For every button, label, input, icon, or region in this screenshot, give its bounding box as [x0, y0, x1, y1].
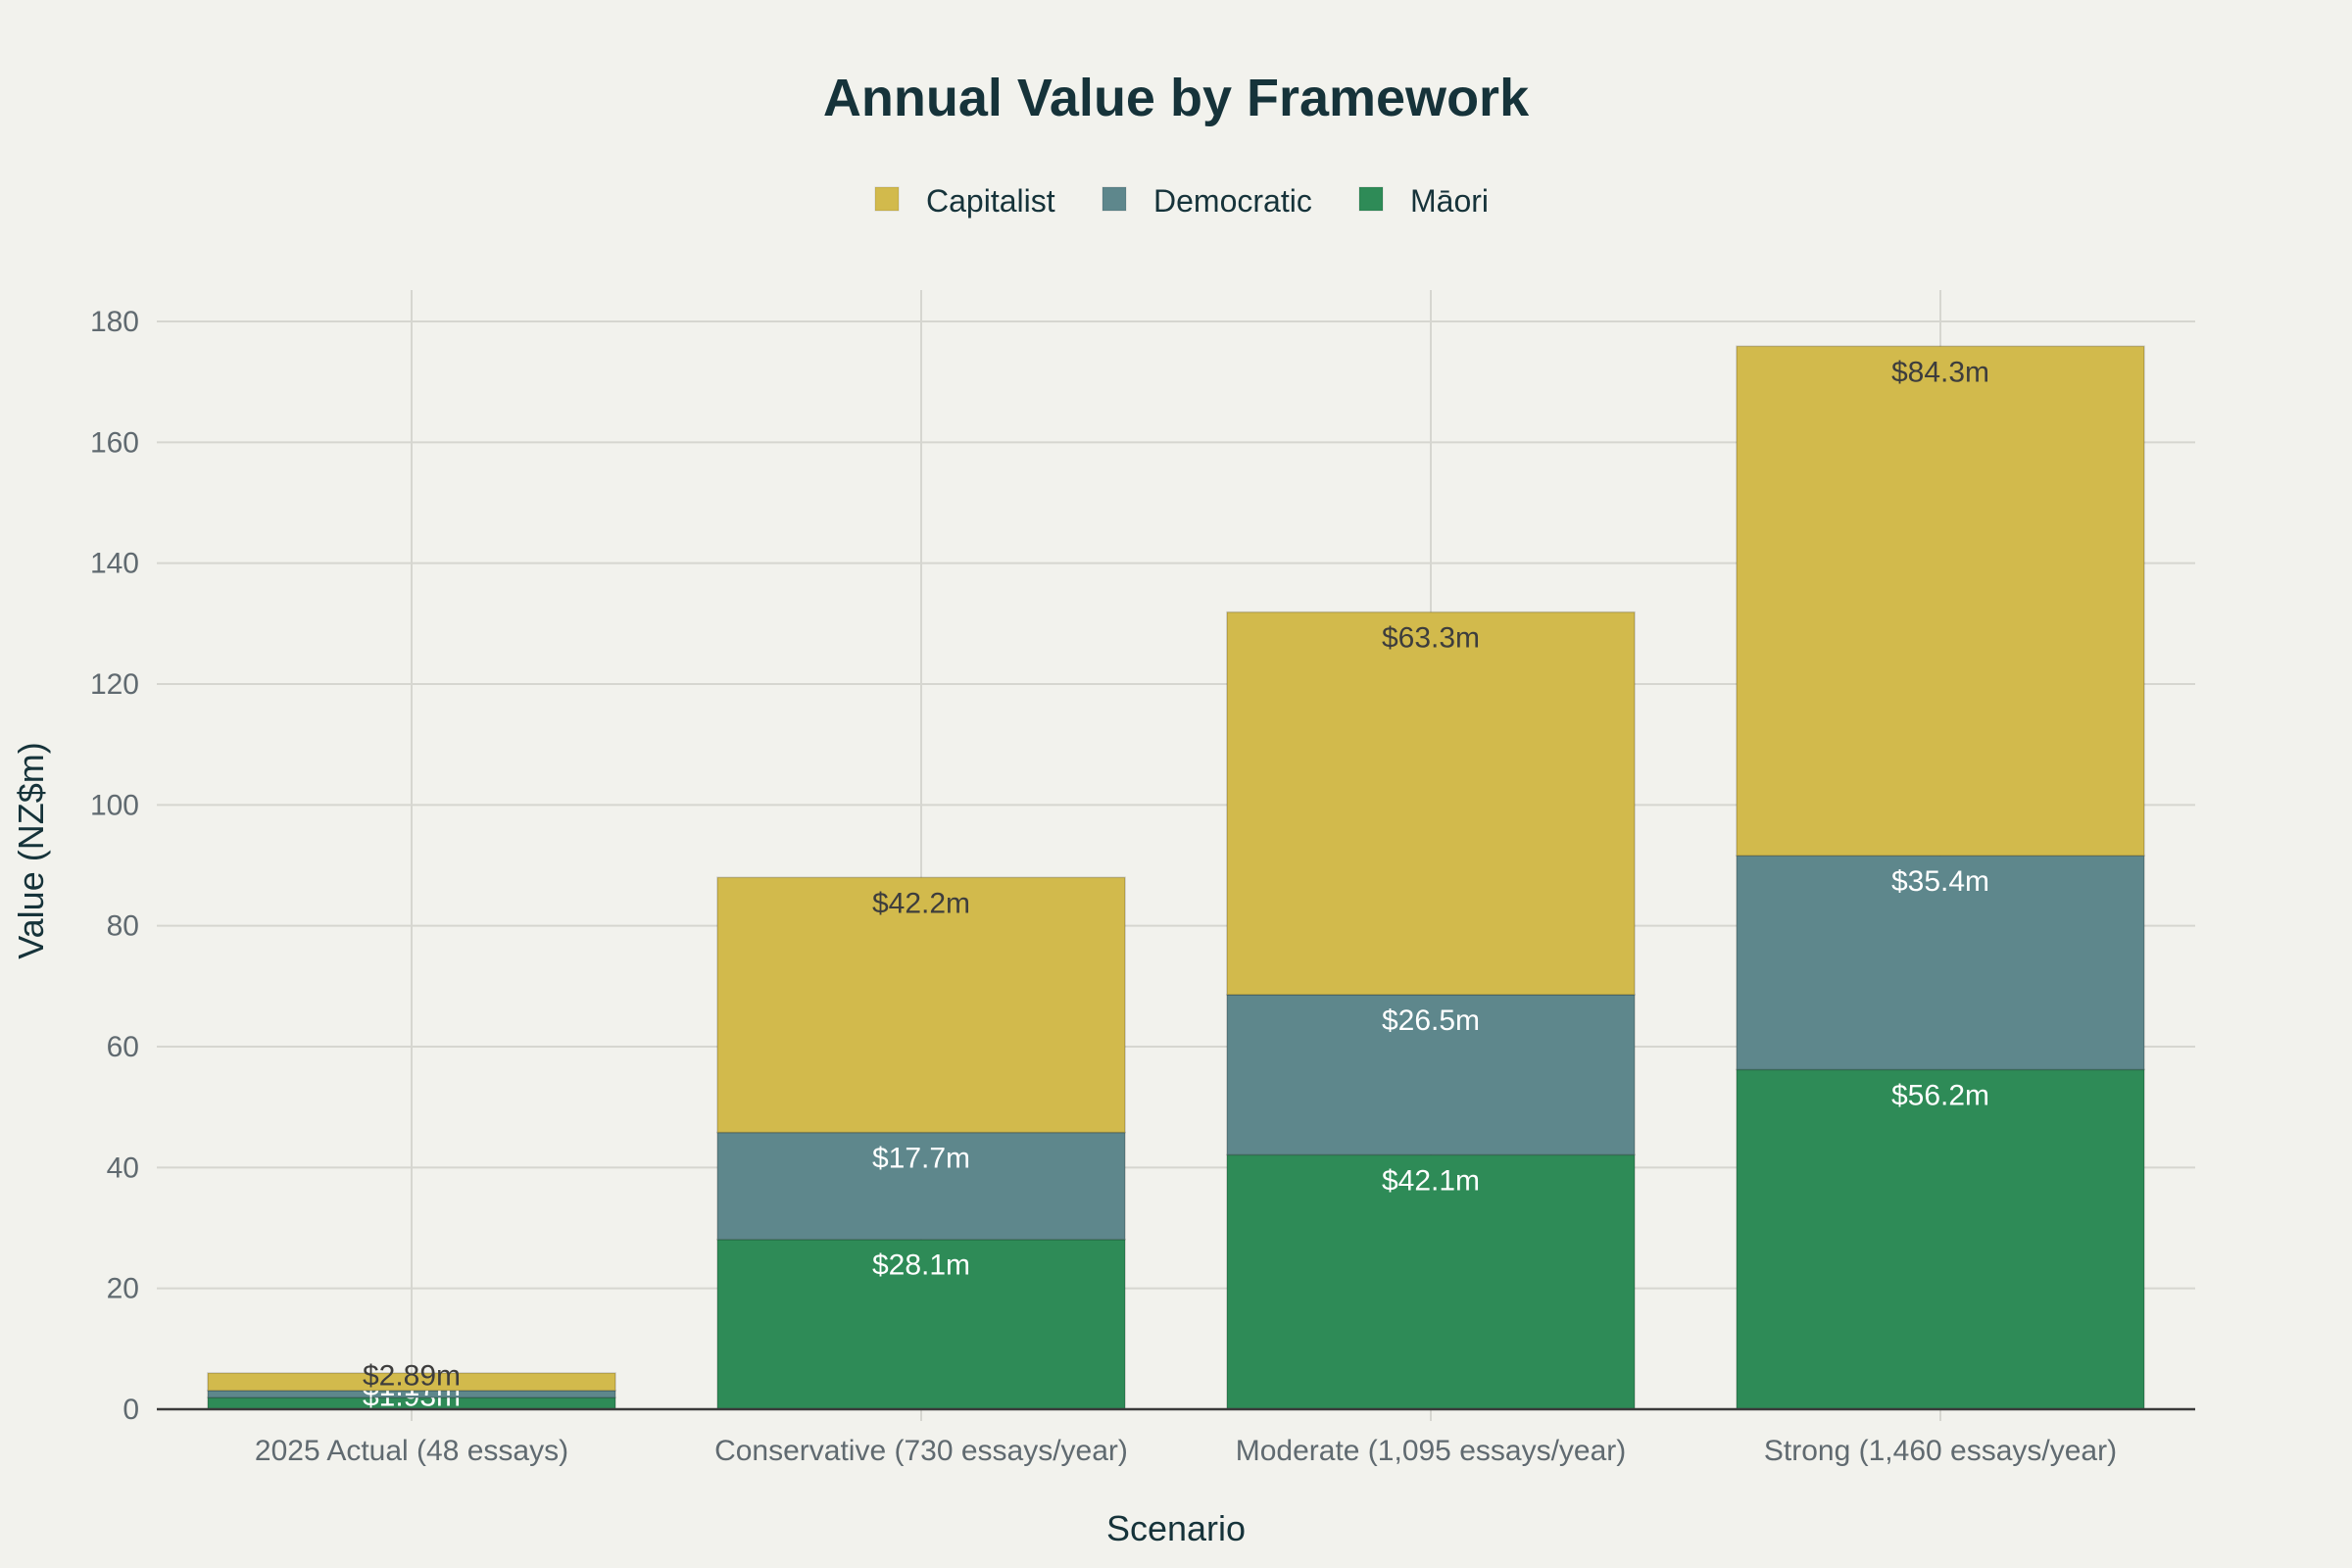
bar-data-label: $35.4m — [1891, 865, 1989, 898]
y-tick-label: 140 — [90, 548, 139, 580]
bar-segment-democratic — [716, 1131, 1126, 1241]
bars: $1.93m$1.17m$2.89m$28.1m$17.7m$42.2m$42.… — [207, 345, 2145, 1413]
bar-segment-democratic — [1226, 994, 1636, 1156]
x-tick-label: Strong (1,460 essays/year) — [1764, 1435, 2117, 1467]
x-axis-title: Scenario — [1106, 1508, 1246, 1548]
legend-swatch-mori[interactable] — [1358, 186, 1384, 212]
bar-data-label: $63.3m — [1382, 622, 1480, 655]
bar-segment-capitalist — [207, 1372, 616, 1392]
bar-segment-mori — [1226, 1153, 1636, 1410]
legend-label[interactable]: Democratic — [1153, 183, 1312, 219]
y-tick-label: 60 — [107, 1031, 139, 1063]
chart-title: Annual Value by Framework — [823, 69, 1530, 127]
bar-data-label: $2.89m — [363, 1360, 461, 1393]
bar-data-label: $26.5m — [1382, 1004, 1480, 1037]
bar-segment-capitalist — [1226, 611, 1636, 996]
bar-data-label: $56.2m — [1891, 1079, 1989, 1111]
y-tick-label: 80 — [107, 910, 139, 943]
bar-segment-mori — [716, 1238, 1126, 1410]
bar-data-label: $28.1m — [872, 1250, 970, 1282]
axis-ticks: 0 20 40 60 80 100 120 140 160 180 2025 Actual (48 … — [90, 306, 2195, 1467]
x-tick-label: Conservative (730 essays/year) — [714, 1435, 1128, 1467]
bar-data-label: $42.2m — [872, 887, 970, 919]
y-tick-label: 160 — [90, 426, 139, 459]
x-tick-label: Moderate (1,095 essays/year) — [1236, 1435, 1627, 1467]
legend-swatch-democratic[interactable] — [1102, 186, 1127, 212]
y-tick-label: 20 — [107, 1273, 139, 1305]
legend-swatch-capitalist[interactable] — [874, 186, 900, 212]
y-tick-label: 0 — [122, 1394, 139, 1426]
y-axis-title: Value (NZ$m) — [11, 742, 51, 958]
bar-data-label: $42.1m — [1382, 1164, 1480, 1197]
legend: Capitalist Democratic Māori — [874, 183, 1489, 219]
bar-segment-mori — [1736, 1068, 2145, 1410]
bar-segment-democratic — [1736, 855, 2145, 1071]
bar-segment-capitalist — [1736, 345, 2145, 857]
bar-data-label: $17.7m — [872, 1143, 970, 1175]
bar-segment-capitalist — [716, 876, 1126, 1134]
legend-label[interactable]: Māori — [1410, 183, 1489, 219]
y-tick-label: 40 — [107, 1152, 139, 1184]
y-tick-label: 180 — [90, 306, 139, 338]
x-tick-label: 2025 Actual (48 essays) — [255, 1435, 568, 1467]
y-tick-label: 120 — [90, 668, 139, 701]
y-tick-label: 100 — [90, 789, 139, 821]
bar-data-label: $84.3m — [1891, 356, 1989, 388]
legend-label[interactable]: Capitalist — [926, 183, 1055, 219]
